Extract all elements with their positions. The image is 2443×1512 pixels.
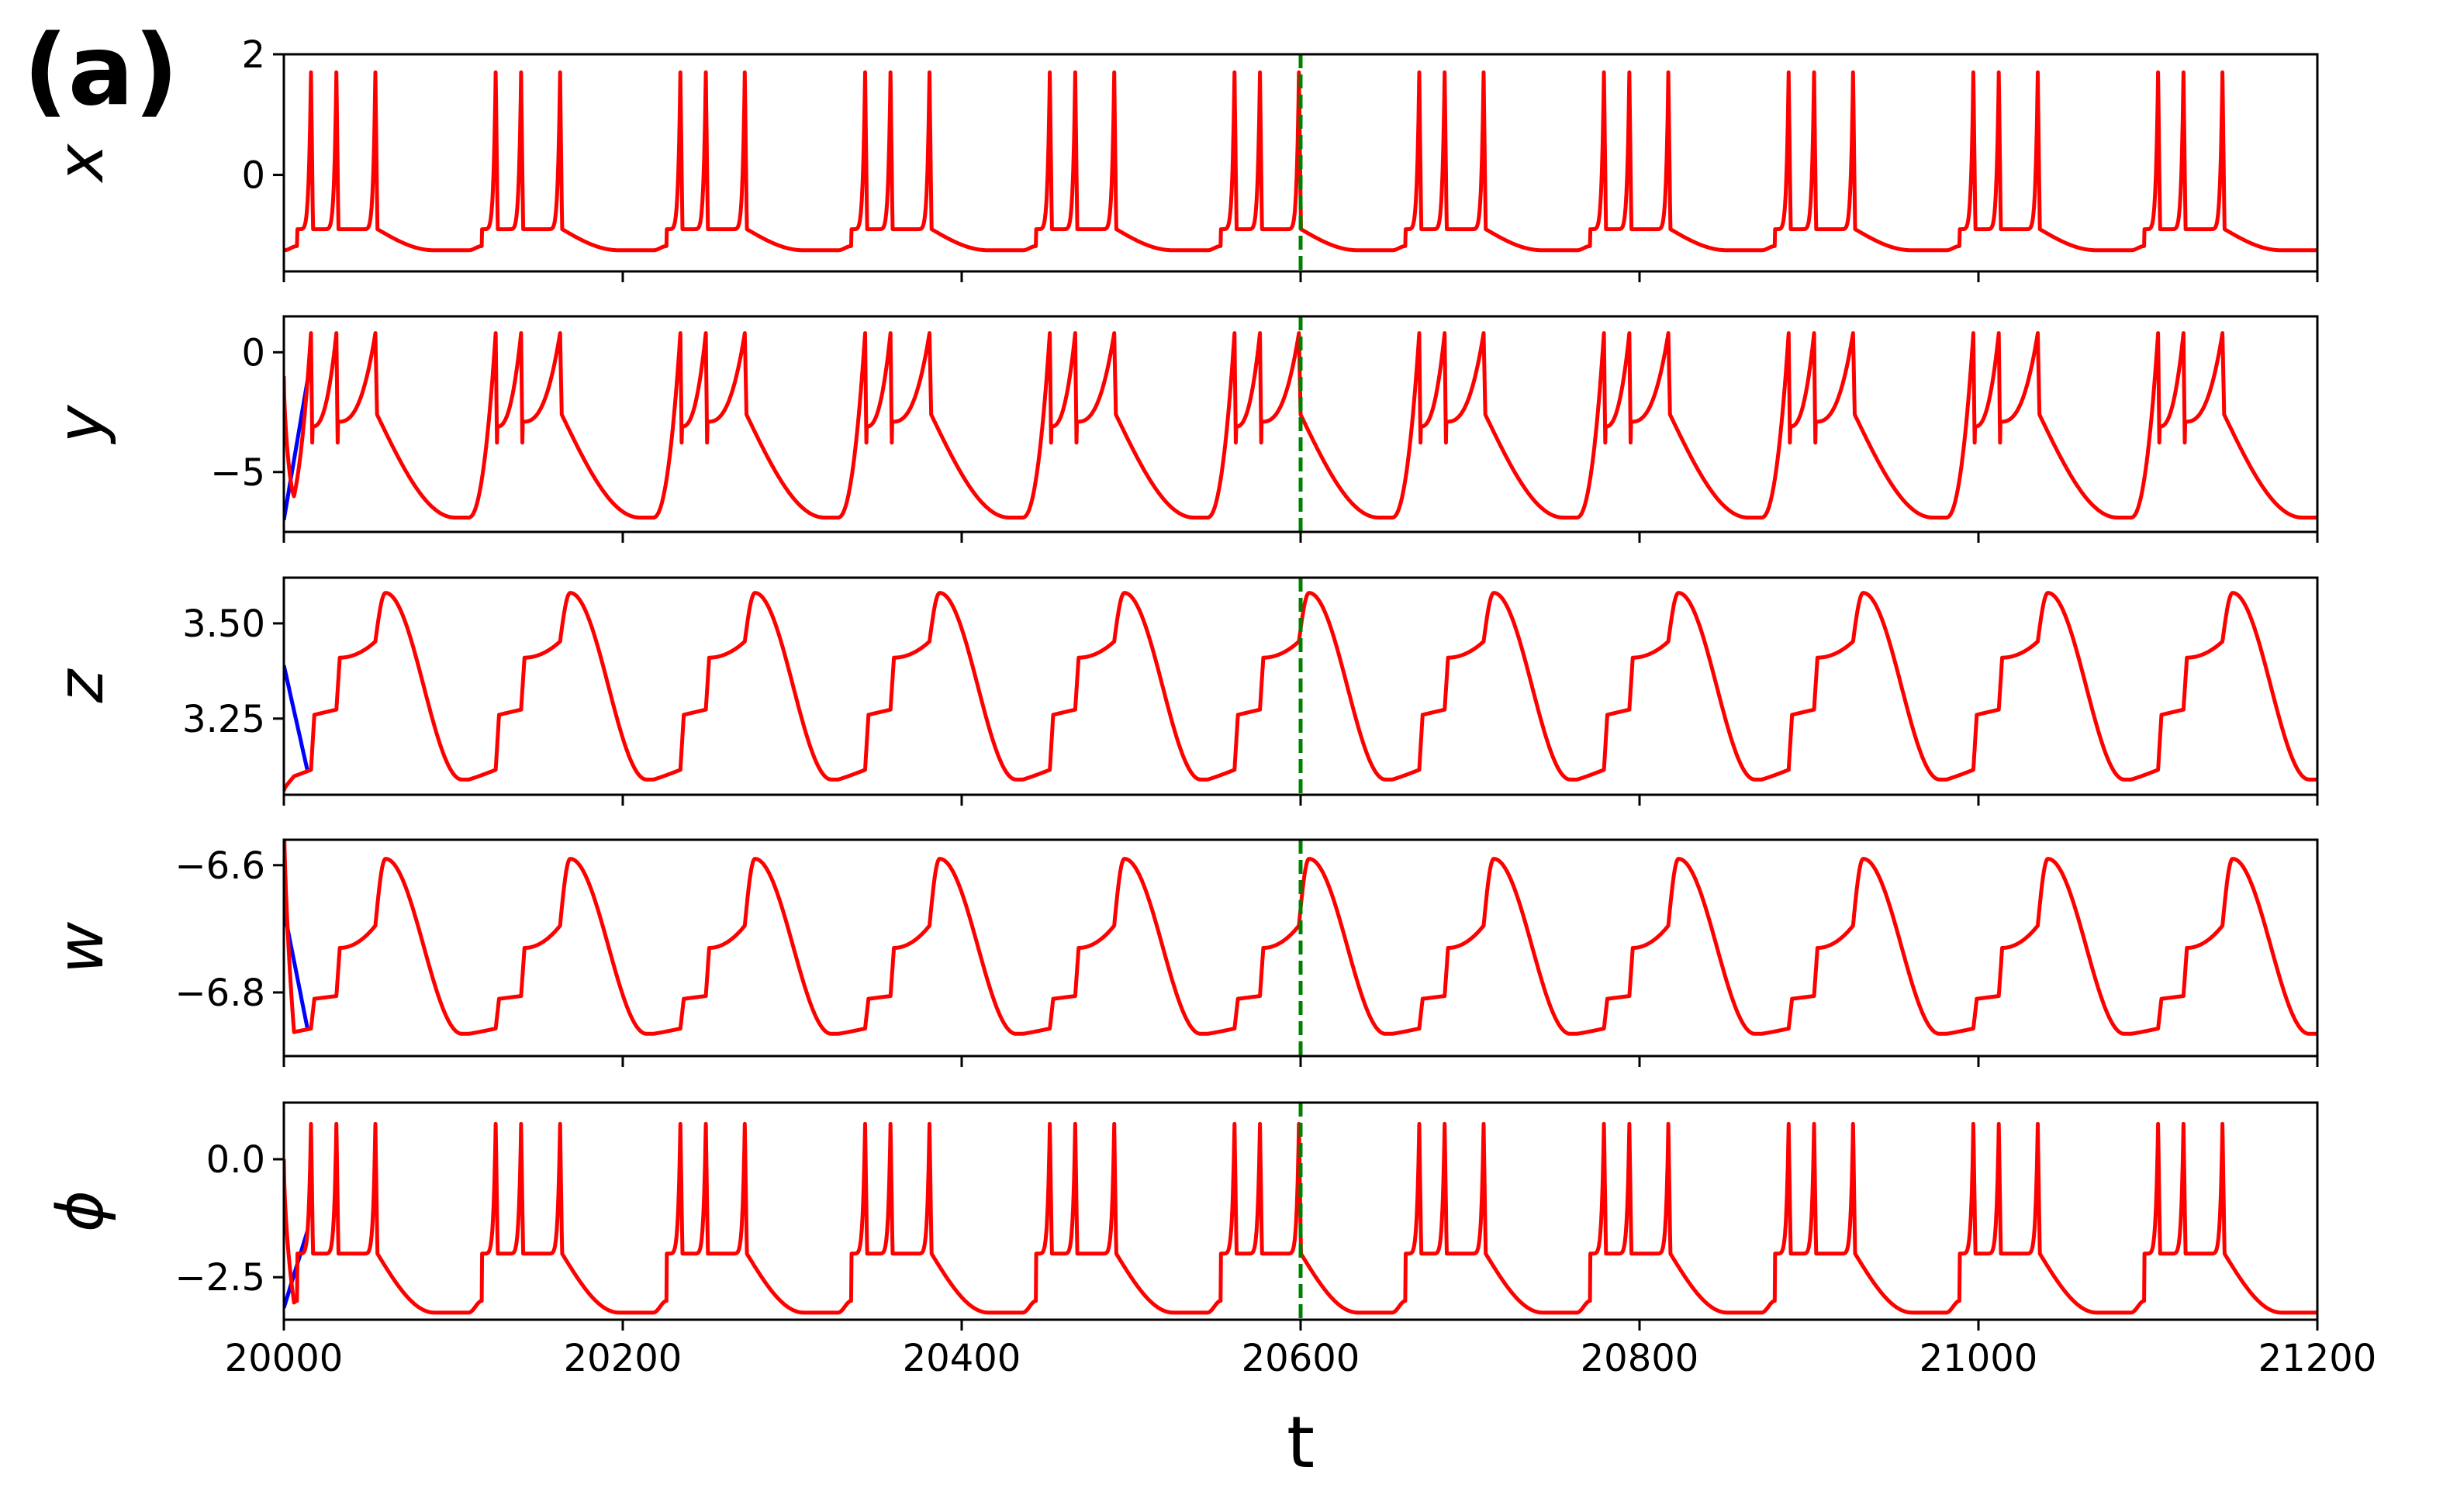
- y-axis-label: y: [44, 404, 118, 445]
- x-tick-label: 21200: [2258, 1337, 2377, 1380]
- y-axis-label: x: [44, 143, 118, 184]
- reference-series-line: [284, 665, 310, 772]
- x-tick-label: 20600: [1242, 1337, 1360, 1380]
- x-axis-label: t: [1287, 1401, 1315, 1484]
- y-tick-label: −6.8: [174, 972, 265, 1015]
- y-tick-label: 0: [241, 331, 265, 375]
- y-tick-label: 0.0: [206, 1138, 265, 1182]
- y-axis-label: ϕ: [44, 1190, 118, 1232]
- y-tick-label: 2: [241, 33, 265, 77]
- subplot-2: −5 0 y: [44, 315, 2319, 543]
- plot-area: [284, 331, 2317, 521]
- y-axis-label: z: [44, 668, 118, 704]
- y-tick-label: 0: [241, 154, 265, 198]
- panel-label: (a): [23, 13, 179, 127]
- x-tick-label: 20400: [903, 1337, 1021, 1380]
- x-tick-label: 21000: [1920, 1337, 2038, 1380]
- main-series-line: [284, 331, 2317, 520]
- subplot-1: 0 2 x: [44, 33, 2319, 282]
- plot-area: [284, 840, 2317, 1036]
- y-tick-label: 3.25: [182, 698, 265, 741]
- x-tick-label: 20200: [564, 1337, 682, 1380]
- y-tick-label: −5: [210, 451, 265, 495]
- y-tick-label: −2.5: [174, 1256, 265, 1300]
- y-axis-label: w: [44, 921, 118, 974]
- x-tick-label: 20000: [225, 1337, 344, 1380]
- reference-series-line: [284, 379, 310, 521]
- main-series-line: [284, 840, 2317, 1036]
- x-tick-label: 20800: [1581, 1337, 1699, 1380]
- y-tick-label: 3.50: [182, 602, 265, 646]
- subplot-5: 20000 20200 20400 20600 20800 21000 21200 −2.5 0…: [44, 1101, 2377, 1380]
- subplot-3: 3.25 3.50 z: [44, 576, 2319, 806]
- y-tick-label: −6.6: [174, 844, 265, 888]
- subplot-4: −6.8 −6.6 w: [44, 838, 2319, 1067]
